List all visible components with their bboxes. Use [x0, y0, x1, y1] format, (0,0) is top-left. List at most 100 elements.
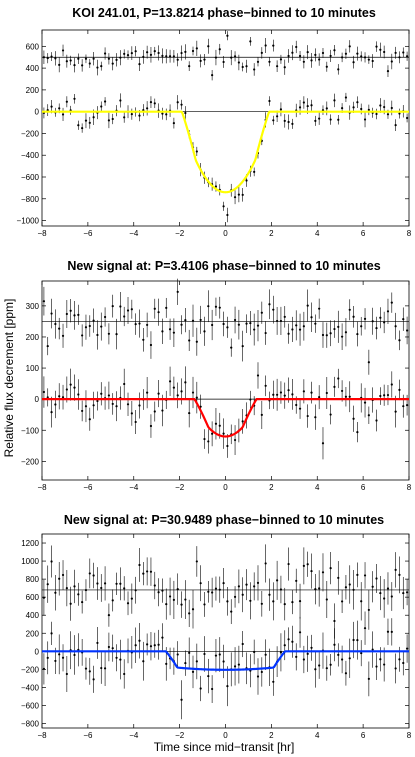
data-point: [58, 327, 61, 330]
panel-3-title: New signal at: P=30.9489 phase−binned to…: [64, 513, 384, 527]
data-point: [268, 60, 271, 63]
data-point: [61, 49, 65, 52]
data-point: [386, 310, 390, 313]
y-tick-label: −200: [21, 665, 40, 674]
data-point: [214, 587, 218, 590]
data-point: [272, 44, 275, 47]
data-point: [172, 386, 175, 389]
data-point: [298, 328, 302, 331]
data-point: [398, 56, 401, 59]
data-point: [306, 304, 309, 307]
data-point: [383, 321, 386, 324]
data-point: [119, 582, 122, 585]
data-point: [161, 112, 164, 115]
data-point: [398, 573, 401, 576]
data-point: [157, 311, 160, 314]
data-point: [348, 45, 351, 48]
data-point: [386, 393, 390, 397]
data-point: [352, 315, 355, 318]
data-point: [390, 383, 393, 386]
data-point: [176, 588, 179, 591]
panel-2-plot: −8 −6 −4 −2 0 2 4 6 8 −200 −100 0 100 200 300: [21, 278, 412, 492]
data-point: [199, 582, 202, 585]
data-point: [352, 588, 355, 591]
y-tick-label: 600: [26, 593, 40, 602]
x-tick-label: 2: [269, 229, 274, 238]
data-point: [46, 57, 49, 60]
data-point: [394, 667, 397, 670]
transit-model-curve: [42, 110, 409, 194]
data-point: [383, 597, 386, 600]
data-point: [329, 54, 332, 58]
data-point: [314, 322, 317, 325]
data-point: [73, 314, 76, 317]
data-point: [111, 62, 114, 65]
data-point: [69, 383, 72, 386]
x-tick-label: 4: [315, 483, 320, 492]
data-point: [96, 641, 99, 645]
data-point: [329, 118, 332, 121]
data-point: [291, 601, 294, 604]
data-point: [360, 107, 363, 111]
x-tick-label: −6: [83, 229, 93, 238]
data-point: [287, 638, 290, 641]
data-point: [279, 58, 283, 61]
data-point: [211, 74, 214, 77]
data-point: [73, 386, 76, 389]
data-point: [92, 404, 95, 407]
data-point: [241, 65, 244, 69]
data-point: [172, 55, 175, 58]
data-point: [195, 150, 198, 153]
data-point: [295, 655, 298, 658]
data-point: [230, 610, 233, 613]
y-tick-label: 0: [35, 647, 40, 656]
data-point: [115, 333, 118, 336]
data-point: [134, 420, 137, 424]
data-point: [65, 60, 68, 63]
data-point: [146, 107, 149, 110]
y-tick-label: −400: [21, 151, 40, 160]
data-point: [103, 667, 107, 670]
data-point: [73, 653, 76, 657]
data-point: [88, 121, 91, 124]
data-point: [222, 205, 225, 208]
y-axis-label: Relative flux decrement [ppm]: [2, 299, 16, 458]
y-tick-label: 200: [26, 629, 40, 638]
data-point: [46, 344, 49, 348]
data-point: [84, 588, 88, 592]
data-point: [337, 576, 340, 579]
data-point: [363, 56, 367, 59]
data-point: [84, 405, 88, 408]
data-point: [340, 658, 344, 661]
data-point: [42, 56, 46, 59]
data-point: [111, 117, 114, 121]
data-point: [203, 437, 206, 441]
data-point: [233, 55, 237, 58]
data-point: [260, 51, 263, 54]
data-point: [188, 339, 191, 342]
data-point: [394, 568, 397, 571]
data-point: [180, 698, 183, 701]
data-point: [329, 413, 332, 416]
data-point: [184, 598, 187, 601]
data-point: [165, 662, 168, 665]
data-point: [405, 329, 409, 332]
data-point: [92, 319, 95, 322]
data-point: [172, 331, 175, 334]
data-point: [100, 65, 103, 68]
data-point: [367, 677, 370, 680]
data-point: [276, 115, 279, 118]
data-point: [253, 68, 256, 71]
data-point: [188, 651, 191, 654]
data-point: [233, 595, 237, 598]
data-point: [100, 105, 103, 108]
data-point: [398, 658, 401, 661]
data-point: [283, 603, 286, 606]
y-tick-label: 800: [26, 575, 40, 584]
data-point: [138, 114, 141, 117]
data-point: [199, 318, 202, 322]
data-point: [386, 630, 390, 633]
data-point: [405, 116, 409, 120]
data-point: [344, 586, 348, 589]
